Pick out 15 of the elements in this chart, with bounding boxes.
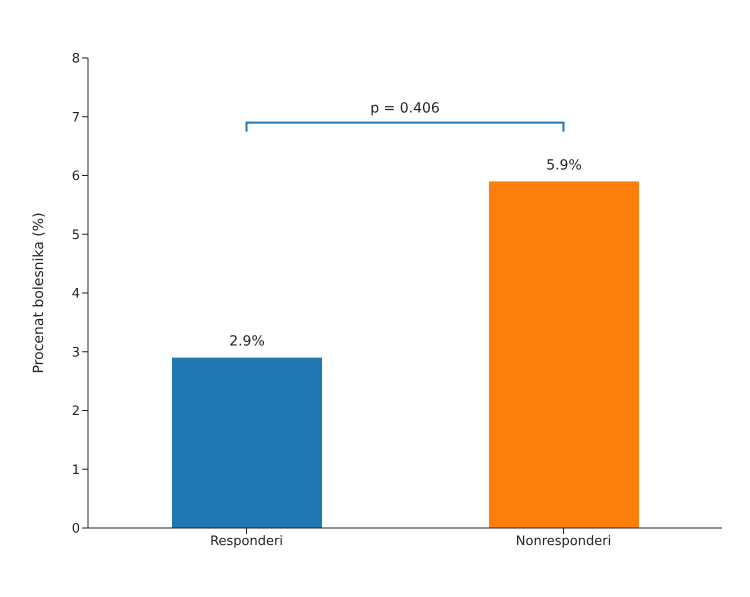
y-tick-label: 1 xyxy=(72,462,80,478)
y-tick-label: 4 xyxy=(72,286,80,302)
y-tick-label: 2 xyxy=(72,404,80,420)
x-tick-label: Responderi xyxy=(210,534,283,550)
y-tick-label: 0 xyxy=(72,522,80,537)
x-tick-label: Nonresponderi xyxy=(516,534,612,550)
y-axis-title: Procenat bolesnika (%) xyxy=(30,212,47,374)
data-label: 5.9% xyxy=(546,157,582,174)
y-tick-label: 6 xyxy=(72,169,80,184)
y-tick-label: 3 xyxy=(72,345,80,360)
data-label: 2.9% xyxy=(229,334,265,350)
annotation: p = 0.406 xyxy=(370,100,440,117)
y-tick-label: 7 xyxy=(72,110,80,126)
y-tick-label: 5 xyxy=(72,228,80,243)
y-tick-label: 8 xyxy=(72,52,80,67)
